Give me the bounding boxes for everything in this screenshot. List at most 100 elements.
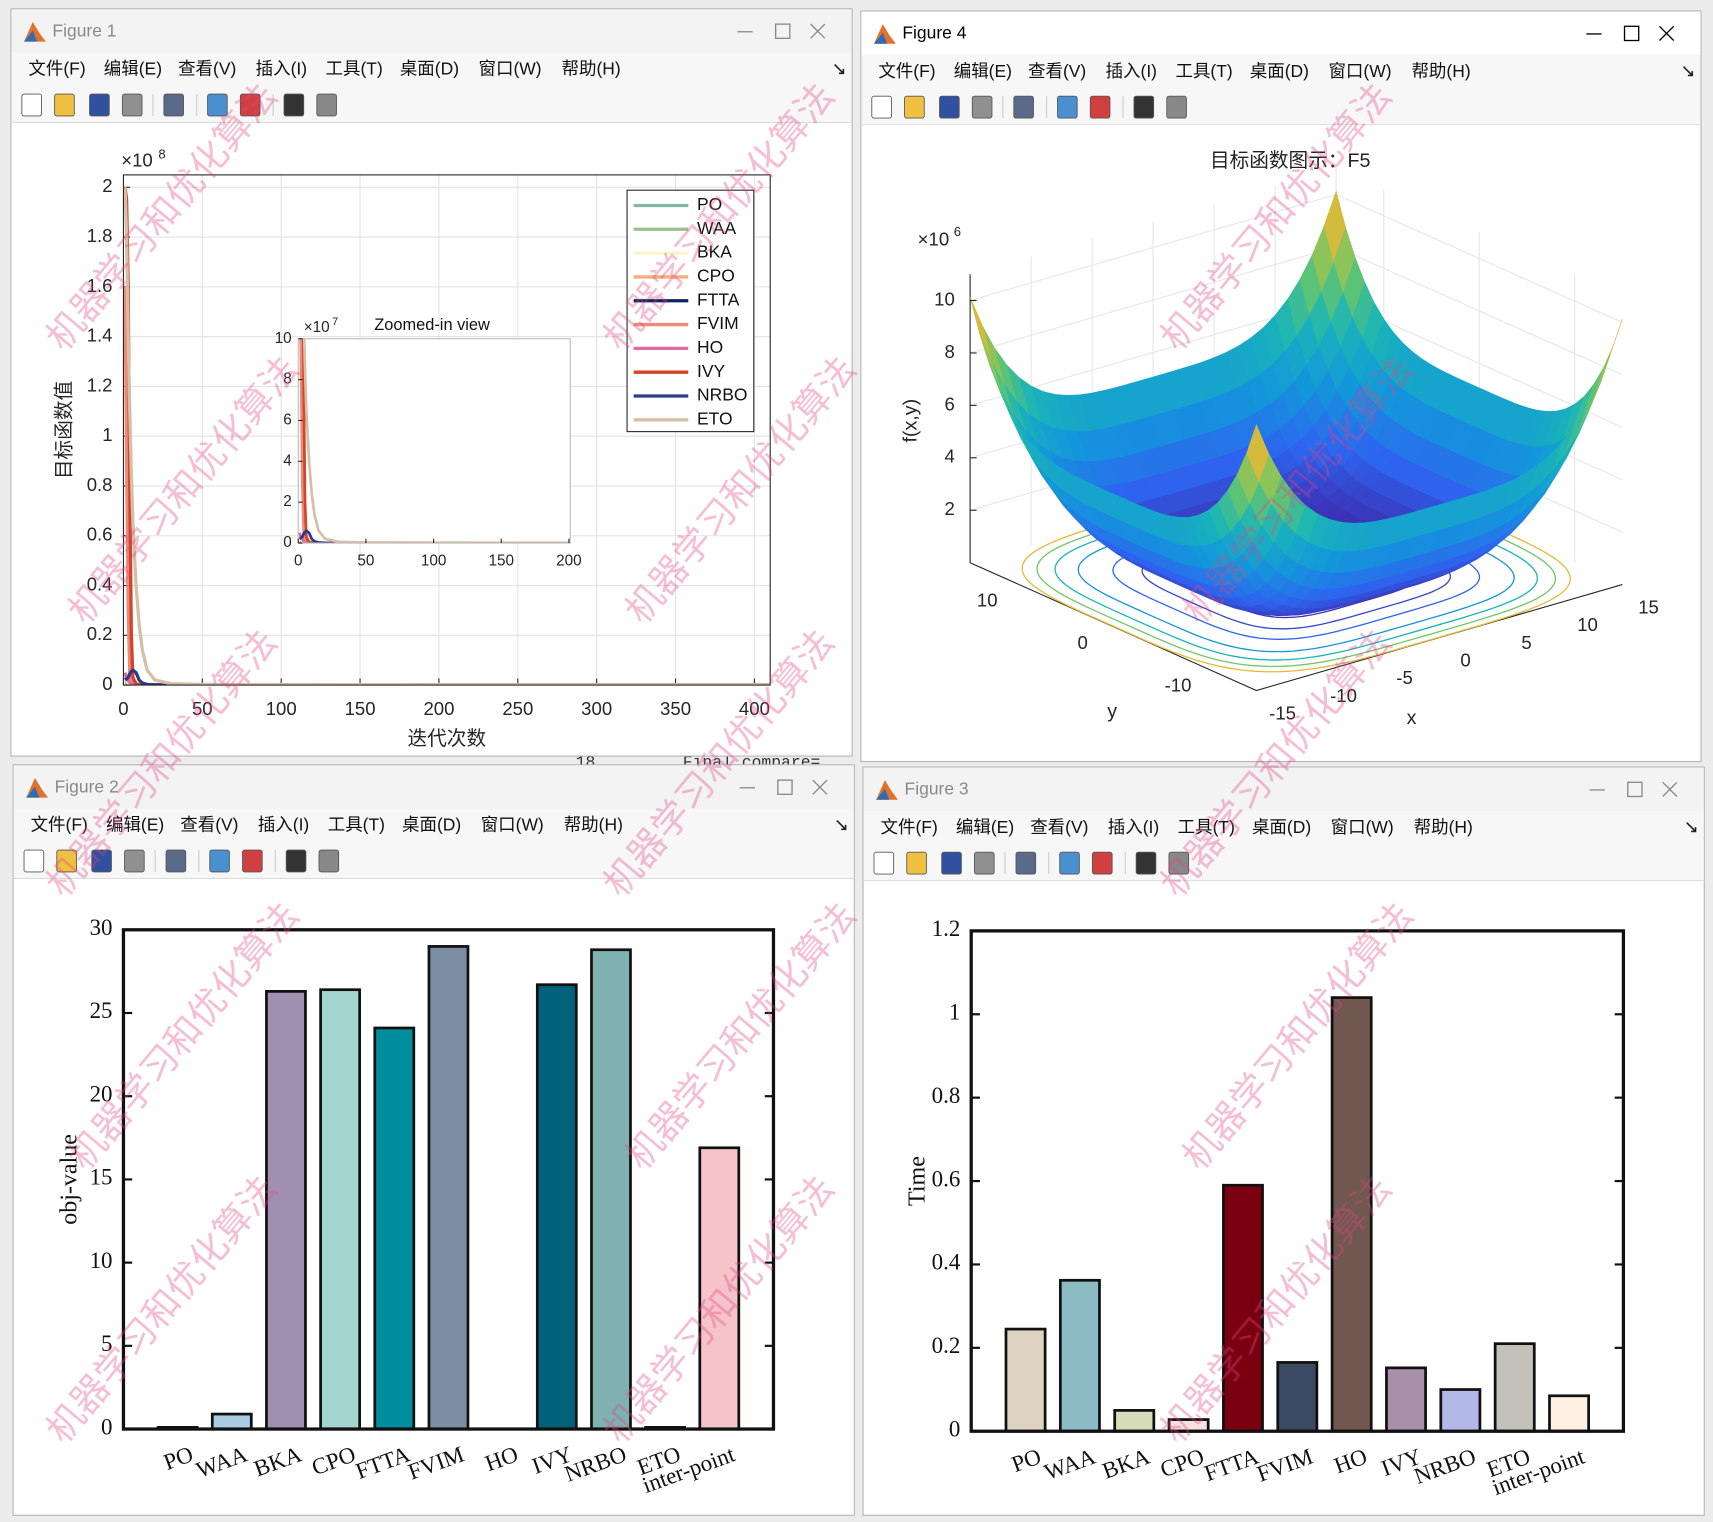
menu-item[interactable]: 帮助(H) [564, 815, 623, 835]
close-button[interactable] [1662, 781, 1678, 797]
y-tick-label: 10 [90, 1248, 113, 1273]
toolbar-button[interactable] [906, 851, 927, 875]
toolbar-button[interactable] [941, 851, 962, 875]
toolbar-button[interactable] [1059, 851, 1080, 875]
close-button[interactable] [812, 779, 828, 795]
toolbar-button[interactable] [1168, 851, 1190, 875]
menu-item[interactable]: 查看(V) [178, 59, 236, 79]
menu-item[interactable]: 桌面(D) [1252, 817, 1311, 837]
toolbar-button[interactable] [873, 851, 895, 875]
menu-item[interactable]: 编辑(E) [954, 61, 1012, 81]
toolbar-button[interactable] [163, 93, 184, 117]
menu-item[interactable]: 插入(I) [1106, 61, 1157, 81]
maximize-button[interactable] [775, 23, 791, 39]
menu-item[interactable]: 窗口(W) [479, 59, 542, 79]
x-axis-label: 迭代次数 [408, 728, 487, 750]
y-tick-label: 1.4 [87, 325, 113, 346]
menu-item[interactable]: 插入(I) [1108, 817, 1159, 837]
menu-item[interactable]: 桌面(D) [400, 59, 459, 79]
toolbar-button[interactable] [239, 93, 261, 117]
menu-item[interactable]: 插入(I) [256, 59, 307, 79]
menu-item[interactable]: 编辑(E) [104, 59, 162, 79]
menu-item[interactable]: 编辑(E) [956, 817, 1014, 837]
menu-item[interactable]: 查看(V) [180, 815, 238, 835]
toolbar-button[interactable] [165, 849, 187, 873]
menu-item[interactable]: 窗口(W) [481, 815, 544, 835]
toolbar-button[interactable] [209, 849, 230, 873]
menu-dock-icon [1686, 822, 1697, 833]
menu-item[interactable]: 文件(F) [31, 815, 88, 835]
x-tick-label: 0 [1460, 649, 1470, 670]
maximize-button[interactable] [1627, 781, 1643, 798]
x-tick-label: 300 [581, 698, 612, 719]
legend-label: BKA [697, 242, 732, 262]
menu-item[interactable]: 查看(V) [1030, 817, 1088, 837]
menu-item[interactable]: 桌面(D) [1250, 61, 1309, 81]
x-tick-label: 15 [1638, 597, 1659, 618]
close-button[interactable] [810, 23, 826, 39]
toolbar-button[interactable] [283, 93, 305, 117]
menu-item[interactable]: 文件(F) [881, 817, 938, 837]
toolbar-button[interactable] [1013, 95, 1034, 119]
bar [1058, 1278, 1101, 1433]
y-tick-label: 15 [90, 1165, 113, 1190]
toolbar-button[interactable] [871, 95, 892, 119]
toolbar-button[interactable] [207, 93, 228, 117]
x-tick-label: 10 [1577, 614, 1598, 635]
toolbar-button[interactable] [285, 849, 307, 873]
maximize-button[interactable] [777, 779, 793, 795]
menu-item[interactable]: 桌面(D) [402, 815, 461, 835]
toolbar-button[interactable] [54, 93, 75, 117]
menu-item[interactable]: 插入(I) [258, 815, 309, 835]
toolbar-button[interactable] [23, 849, 45, 873]
toolbar-button[interactable] [1089, 95, 1111, 119]
bar [319, 988, 361, 1431]
y-tick-label: 20 [90, 1081, 113, 1106]
toolbar-button[interactable] [124, 849, 145, 873]
y-tick-label: 5 [101, 1331, 112, 1356]
bar [1222, 1183, 1264, 1433]
toolbar-button[interactable] [1057, 95, 1078, 119]
menu-item[interactable]: 工具(T) [328, 815, 385, 835]
toolbar-button[interactable] [974, 851, 995, 875]
menu-item[interactable]: 文件(F) [878, 61, 935, 81]
maximize-button[interactable] [1623, 25, 1640, 42]
menu-item[interactable]: 查看(V) [1028, 61, 1086, 81]
toolbar-button[interactable] [21, 93, 42, 117]
toolbar-button[interactable] [971, 95, 993, 119]
y-tick-label: 0.2 [932, 1333, 961, 1358]
toolbar-button[interactable] [56, 849, 77, 873]
menu-item[interactable]: 工具(T) [1176, 61, 1233, 81]
inset-x-tick-label: 0 [294, 553, 303, 570]
chart-title: 目标函数图示：F5 [1210, 150, 1371, 172]
toolbar-button[interactable] [1166, 95, 1187, 119]
toolbar-button[interactable] [1135, 851, 1157, 875]
menu-item[interactable]: 工具(T) [1178, 817, 1235, 837]
toolbar-button[interactable] [242, 849, 263, 873]
toolbar-button[interactable] [1015, 851, 1037, 875]
toolbar-button[interactable] [904, 95, 925, 119]
toolbar-button[interactable] [939, 95, 960, 119]
y-tick-label: 2 [102, 175, 112, 196]
toolbar-button[interactable] [1133, 95, 1155, 119]
menu-item[interactable]: 帮助(H) [1414, 817, 1473, 837]
menu-item[interactable]: 工具(T) [326, 59, 383, 79]
menu-item[interactable]: 文件(F) [28, 59, 85, 79]
menu-item[interactable]: 帮助(H) [1411, 61, 1470, 81]
menu-item[interactable]: 窗口(W) [1331, 817, 1394, 837]
toolbar-button[interactable] [1092, 851, 1113, 875]
menu-item[interactable]: 编辑(E) [106, 815, 164, 835]
y-tick-label: -10 [1165, 675, 1192, 696]
menu-item[interactable]: 帮助(H) [562, 59, 621, 79]
window-title: Figure 1 [52, 20, 116, 40]
toolbar-button[interactable] [316, 93, 337, 117]
y-tick-label: 0.4 [87, 573, 113, 594]
toolbar-button[interactable] [89, 93, 110, 117]
bar [373, 1026, 416, 1431]
close-button[interactable] [1659, 25, 1675, 41]
toolbar-button[interactable] [318, 849, 340, 873]
menu-item[interactable]: 窗口(W) [1328, 61, 1391, 81]
toolbar-button[interactable] [121, 93, 143, 117]
bar [535, 983, 578, 1431]
toolbar-button[interactable] [91, 849, 112, 873]
